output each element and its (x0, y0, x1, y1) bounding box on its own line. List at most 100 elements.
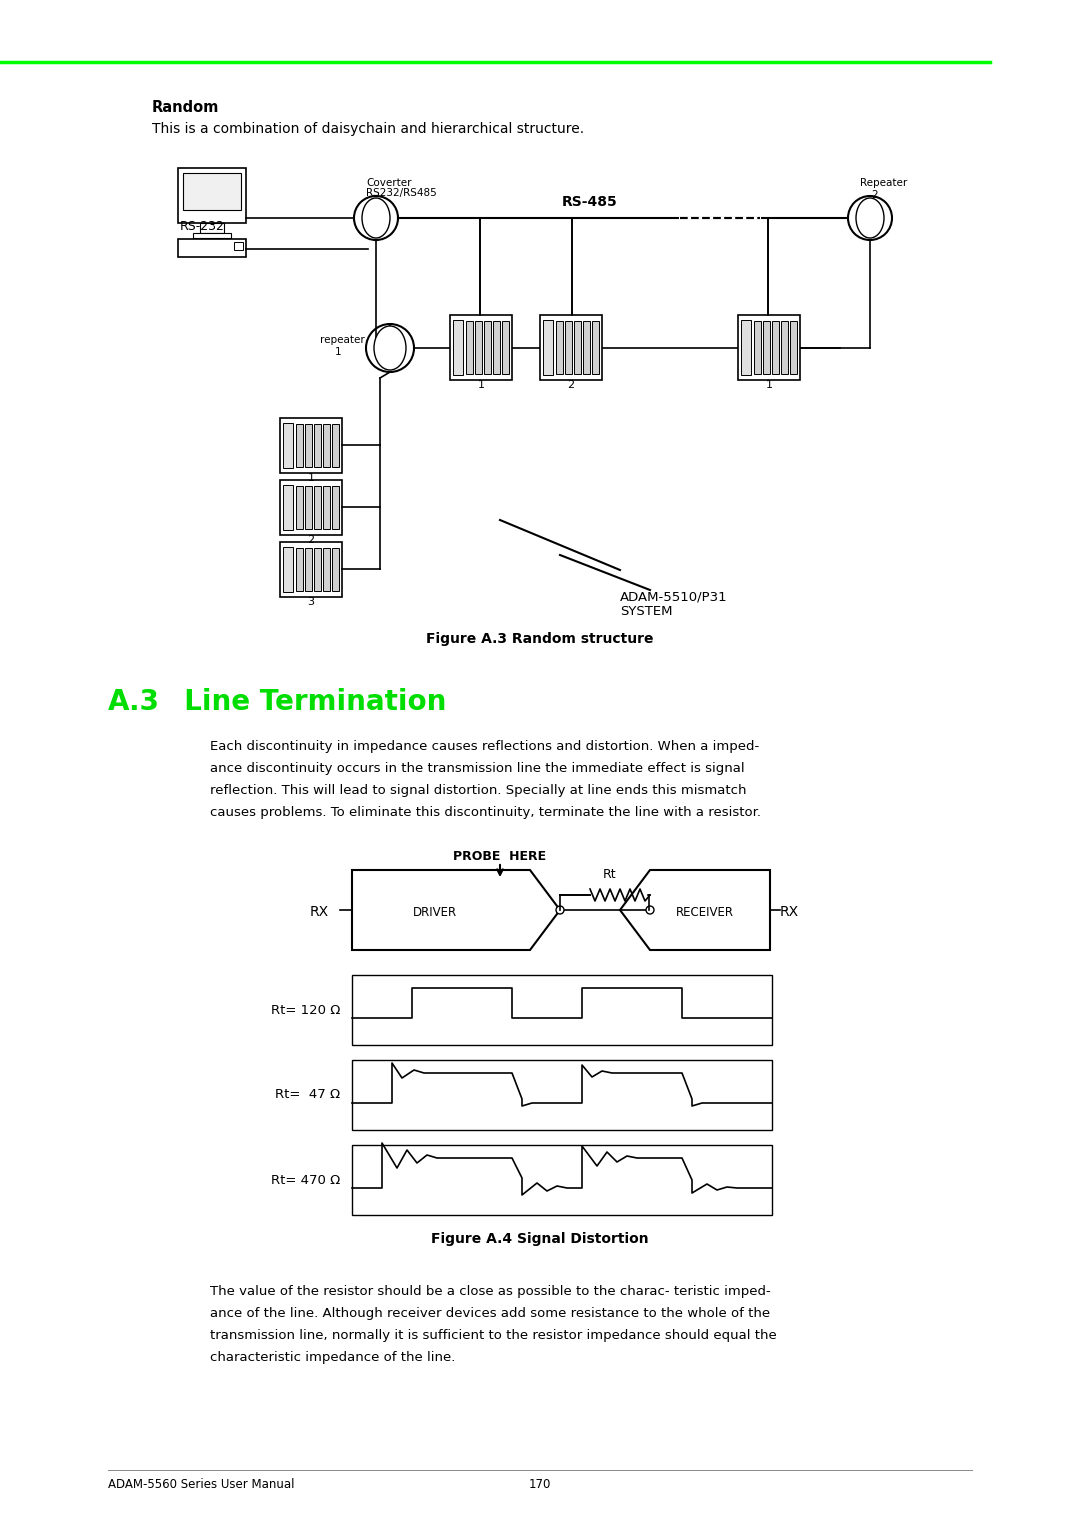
Text: 1: 1 (766, 380, 772, 389)
Bar (543, 321, 553, 376)
Circle shape (556, 906, 564, 915)
Bar (453, 321, 463, 376)
Bar (741, 321, 751, 376)
Text: 1: 1 (477, 380, 485, 389)
Text: characteristic impedance of the line.: characteristic impedance of the line. (210, 1351, 456, 1364)
Bar (738, 315, 800, 380)
Circle shape (848, 195, 892, 240)
Bar (475, 321, 482, 374)
Text: Line Termination: Line Termination (165, 689, 446, 716)
Bar (234, 241, 243, 250)
Text: 1: 1 (335, 347, 341, 357)
Bar (178, 240, 246, 257)
Text: Figure A.4 Signal Distortion: Figure A.4 Signal Distortion (431, 1232, 649, 1246)
Bar (492, 321, 500, 374)
Bar (573, 321, 581, 374)
Text: Repeater: Repeater (860, 179, 907, 188)
Text: 1: 1 (308, 473, 314, 483)
Circle shape (646, 906, 654, 915)
Bar (283, 486, 293, 530)
Bar (296, 486, 303, 528)
Bar (296, 548, 303, 591)
Bar (296, 425, 303, 467)
Bar (583, 321, 590, 374)
Text: PROBE  HERE: PROBE HERE (454, 851, 546, 863)
Bar (178, 168, 246, 223)
Text: ADAM-5560 Series User Manual: ADAM-5560 Series User Manual (108, 1478, 295, 1490)
Bar (762, 321, 770, 374)
Text: Random: Random (152, 99, 219, 115)
Text: ADAM-5510/P31
SYSTEM: ADAM-5510/P31 SYSTEM (620, 589, 728, 618)
Text: Rt: Rt (604, 869, 617, 881)
Text: RS-485: RS-485 (562, 195, 618, 209)
Text: 2: 2 (308, 534, 314, 545)
Bar (592, 321, 599, 374)
Text: RX: RX (780, 906, 799, 919)
Bar (323, 548, 330, 591)
Text: repeater: repeater (320, 334, 365, 345)
Bar (565, 321, 572, 374)
Bar (305, 486, 312, 528)
Text: This is a combination of daisychain and hierarchical structure.: This is a combination of daisychain and … (152, 122, 584, 136)
Text: ance discontinuity occurs in the transmission line the immediate effect is signa: ance discontinuity occurs in the transmi… (210, 762, 744, 776)
Bar (772, 321, 779, 374)
Text: DRIVER: DRIVER (413, 906, 457, 919)
Bar (280, 418, 342, 473)
Bar (323, 486, 330, 528)
Bar (323, 425, 330, 467)
Bar (450, 315, 512, 380)
Ellipse shape (856, 199, 885, 238)
Bar (352, 976, 772, 1044)
Text: Rt=  47 Ω: Rt= 47 Ω (275, 1089, 340, 1101)
Bar (789, 321, 797, 374)
Bar (502, 321, 509, 374)
Bar (305, 548, 312, 591)
Text: RS-232: RS-232 (180, 220, 225, 234)
Bar (283, 547, 293, 592)
Bar (465, 321, 473, 374)
Bar (280, 542, 342, 597)
Text: The value of the resistor should be a close as possible to the charac- teristic : The value of the resistor should be a cl… (210, 1286, 771, 1298)
Text: 2: 2 (567, 380, 575, 389)
Bar (484, 321, 491, 374)
Bar (314, 548, 321, 591)
Text: Rt= 120 Ω: Rt= 120 Ω (271, 1003, 340, 1017)
Bar (332, 548, 339, 591)
Bar (754, 321, 761, 374)
Text: ance of the line. Although receiver devices add some resistance to the whole of : ance of the line. Although receiver devi… (210, 1307, 770, 1319)
Text: RS232/RS485: RS232/RS485 (366, 188, 436, 199)
Text: A.3: A.3 (108, 689, 160, 716)
Bar (332, 486, 339, 528)
Text: Coverter: Coverter (366, 179, 411, 188)
Text: 2: 2 (872, 189, 878, 200)
Bar (332, 425, 339, 467)
Circle shape (354, 195, 399, 240)
Circle shape (366, 324, 414, 373)
Bar (781, 321, 788, 374)
Bar (556, 321, 563, 374)
Bar (183, 173, 241, 211)
Bar (352, 1060, 772, 1130)
Bar (283, 423, 293, 467)
Bar (352, 1145, 772, 1215)
Bar (540, 315, 602, 380)
Bar (280, 479, 342, 534)
Ellipse shape (362, 199, 390, 238)
Bar (193, 234, 231, 238)
Bar (200, 223, 224, 234)
Text: RX: RX (310, 906, 329, 919)
Ellipse shape (374, 325, 406, 370)
Text: transmission line, normally it is sufficient to the resistor impedance should eq: transmission line, normally it is suffic… (210, 1328, 777, 1342)
Bar (314, 486, 321, 528)
Text: Rt= 470 Ω: Rt= 470 Ω (271, 1174, 340, 1186)
Polygon shape (620, 870, 770, 950)
Text: 3: 3 (308, 597, 314, 608)
Text: reflection. This will lead to signal distortion. Specially at line ends this mis: reflection. This will lead to signal dis… (210, 783, 746, 797)
Text: 170: 170 (529, 1478, 551, 1490)
Polygon shape (352, 870, 561, 950)
Text: RECEIVER: RECEIVER (676, 906, 734, 919)
Text: Figure A.3 Random structure: Figure A.3 Random structure (427, 632, 653, 646)
Text: causes problems. To eliminate this discontinuity, terminate the line with a resi: causes problems. To eliminate this disco… (210, 806, 761, 818)
Text: Each discontinuity in impedance causes reflections and distortion. When a imped-: Each discontinuity in impedance causes r… (210, 741, 759, 753)
Bar (305, 425, 312, 467)
